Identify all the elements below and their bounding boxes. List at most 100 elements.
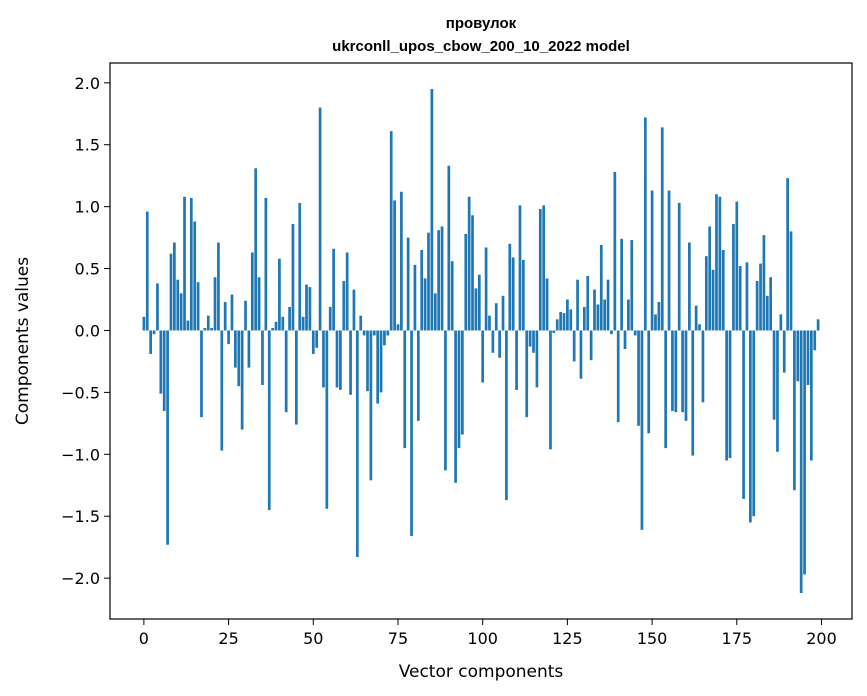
- bar: [647, 330, 651, 434]
- y-tick-label: 0.5: [75, 260, 100, 279]
- bar: [542, 205, 546, 331]
- bar: [525, 330, 529, 418]
- bar: [430, 89, 434, 331]
- bar: [725, 330, 728, 461]
- bar: [803, 330, 806, 575]
- bar: [301, 316, 305, 331]
- bar: [518, 205, 522, 331]
- bar: [681, 330, 684, 413]
- bar: [420, 249, 424, 331]
- bar: [325, 330, 329, 509]
- bar: [708, 226, 712, 331]
- y-tick-label: 1.5: [75, 136, 100, 155]
- x-tick-label: 125: [552, 629, 583, 648]
- bar: [494, 303, 498, 331]
- bar: [467, 196, 471, 331]
- bars-group: [142, 89, 820, 593]
- bar: [552, 330, 556, 333]
- bar: [732, 223, 735, 331]
- bar: [261, 330, 264, 385]
- bar: [173, 242, 176, 331]
- bar: [281, 316, 285, 331]
- bar: [250, 252, 254, 331]
- x-tick-label: 25: [218, 629, 238, 648]
- bar: [406, 237, 410, 331]
- bar: [498, 330, 501, 358]
- bar: [322, 330, 325, 388]
- bar: [179, 293, 183, 331]
- bar: [315, 330, 319, 348]
- bar: [491, 330, 495, 353]
- bar: [742, 330, 745, 499]
- bar: [217, 242, 220, 331]
- bar: [271, 328, 274, 331]
- bar: [379, 330, 383, 393]
- bar: [176, 279, 180, 331]
- bar: [423, 278, 427, 331]
- bar: [694, 305, 698, 331]
- bar: [461, 330, 464, 435]
- bar: [613, 171, 617, 331]
- bar: [755, 280, 759, 331]
- bar: [332, 248, 335, 331]
- bar: [444, 330, 447, 471]
- bar: [481, 330, 485, 383]
- bar: [400, 191, 403, 331]
- bar: [569, 309, 573, 331]
- bar: [769, 277, 773, 331]
- bar: [447, 165, 451, 331]
- bar: [522, 259, 525, 331]
- bar: [183, 196, 186, 331]
- bar: [721, 249, 725, 331]
- bar: [166, 330, 169, 545]
- bar: [715, 194, 718, 331]
- bar: [220, 330, 224, 451]
- bar: [589, 330, 593, 361]
- x-tick-label: 150: [637, 629, 668, 648]
- bar: [660, 127, 664, 331]
- bar: [786, 178, 789, 331]
- bar: [596, 304, 600, 331]
- bar: [152, 330, 156, 335]
- bar: [545, 278, 549, 331]
- bar: [735, 201, 739, 331]
- bar: [244, 300, 247, 331]
- chart-title-line-1: провулок: [446, 15, 517, 32]
- bar: [189, 197, 193, 331]
- bar: [159, 330, 163, 394]
- bar: [654, 314, 657, 331]
- bar: [362, 330, 366, 336]
- bar: [677, 202, 681, 331]
- bar: [776, 330, 779, 452]
- bar: [606, 279, 610, 331]
- bar: [308, 287, 312, 331]
- bar: [237, 330, 241, 387]
- bar: [433, 293, 437, 331]
- bar: [566, 299, 569, 331]
- bar: [464, 233, 468, 331]
- bar: [765, 295, 769, 331]
- bar: [630, 240, 634, 331]
- bar: [416, 330, 420, 421]
- x-tick-label: 100: [467, 629, 498, 648]
- y-tick-label: 2.0: [75, 74, 100, 93]
- bar: [657, 301, 661, 331]
- bar: [383, 330, 386, 346]
- bar: [386, 330, 390, 336]
- bar: [203, 328, 207, 331]
- bar: [345, 252, 349, 331]
- bar: [752, 330, 756, 517]
- bar: [162, 330, 166, 411]
- bar: [457, 330, 461, 449]
- bar: [488, 315, 491, 331]
- bar: [637, 330, 640, 426]
- bar: [227, 330, 230, 345]
- bar: [247, 330, 251, 368]
- bar: [772, 330, 776, 420]
- bar: [576, 279, 579, 331]
- bar: [718, 196, 722, 331]
- bar: [505, 330, 508, 501]
- bar: [789, 231, 793, 331]
- bar: [264, 197, 268, 331]
